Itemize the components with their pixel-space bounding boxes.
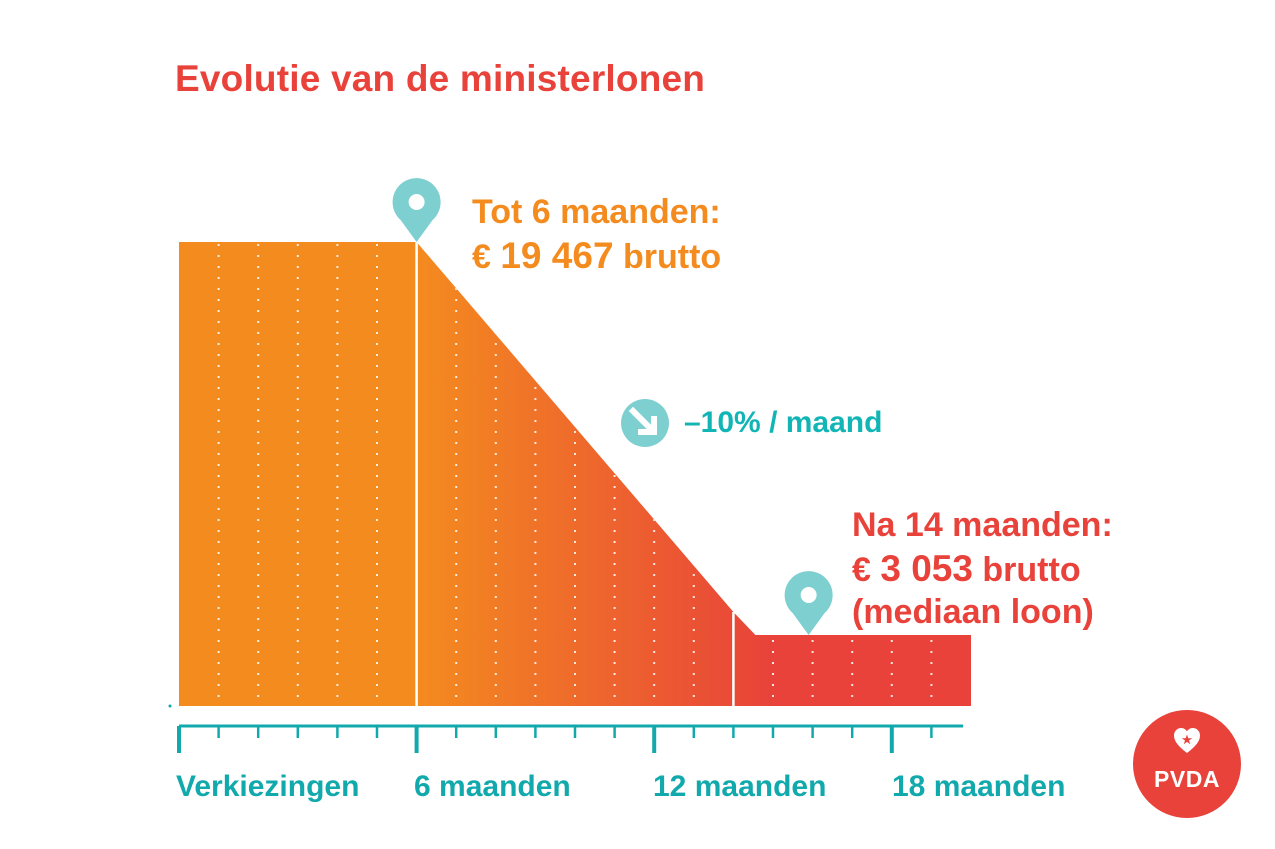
- tick-label-18-maanden: 18 maanden: [892, 770, 1066, 803]
- heart-star-icon: [1174, 728, 1200, 753]
- x-axis: [168, 704, 964, 753]
- start-annotation-amount-line: € 19 467 brutto: [472, 233, 721, 278]
- phase-boundaries: [415, 242, 735, 706]
- origin-dot: [168, 704, 172, 708]
- end-annotation-amount-line: € 3 053 brutto: [852, 546, 1113, 591]
- end-salary-annotation: Na 14 maanden: € 3 053 brutto (mediaan l…: [852, 505, 1113, 633]
- decline-rate-annotation: –10% / maand: [684, 406, 883, 439]
- start-suffix: brutto: [613, 238, 722, 277]
- pvda-logo: PVDA: [1133, 710, 1241, 818]
- end-currency: €: [852, 551, 881, 590]
- arrow-down-right-icon: [621, 399, 669, 447]
- tick-label-12-maanden: 12 maanden: [653, 770, 827, 803]
- end-amount: 3 053: [880, 548, 973, 590]
- end-annotation-line1: Na 14 maanden:: [852, 506, 1113, 544]
- start-salary-annotation: Tot 6 maanden: € 19 467 brutto: [472, 192, 721, 279]
- markers: [392, 178, 833, 635]
- map-pin-icon: [784, 571, 833, 635]
- map-pin-icon: [392, 178, 441, 242]
- logo-text: PVDA: [1154, 766, 1220, 792]
- salary-area: [179, 242, 971, 706]
- start-currency: €: [472, 238, 501, 277]
- tick-label-6-maanden: 6 maanden: [414, 770, 571, 803]
- end-annotation-line3: (mediaan loon): [852, 592, 1094, 631]
- start-annotation-line1: Tot 6 maanden:: [472, 193, 721, 231]
- end-suffix: brutto: [972, 551, 1081, 590]
- page-title: Evolutie van de ministerlonen: [175, 58, 706, 99]
- start-amount: 19 467: [500, 235, 614, 277]
- tick-label-verkiezingen: Verkiezingen: [176, 770, 360, 803]
